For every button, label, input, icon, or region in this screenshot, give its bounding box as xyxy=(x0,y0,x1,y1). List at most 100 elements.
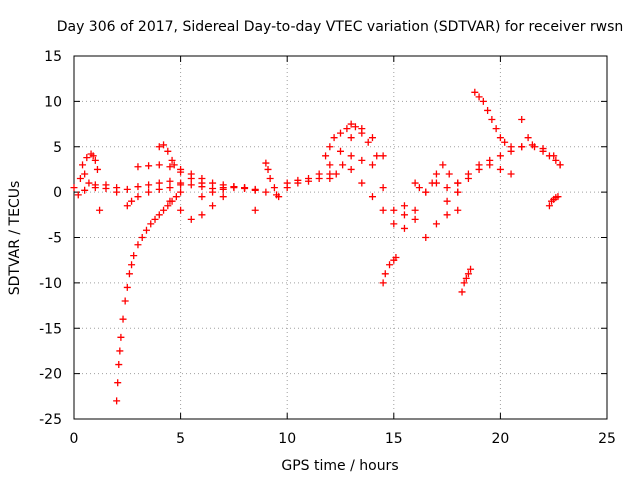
y-tick-label: 15 xyxy=(44,49,62,65)
data-point xyxy=(177,165,185,173)
data-point xyxy=(379,152,387,160)
data-point xyxy=(460,279,468,287)
x-axis-label: GPS time / hours xyxy=(281,458,398,474)
data-point xyxy=(347,134,355,142)
data-point xyxy=(347,165,355,173)
data-point xyxy=(134,163,142,171)
data-point xyxy=(147,220,155,228)
data-point xyxy=(443,184,451,192)
series-arc-l xyxy=(262,159,283,201)
data-point xyxy=(347,120,355,128)
data-point xyxy=(164,147,172,155)
data-point xyxy=(343,125,351,133)
data-point xyxy=(501,138,509,146)
y-tick-label: -10 xyxy=(39,276,62,292)
data-point xyxy=(556,161,564,169)
data-point xyxy=(155,211,163,219)
data-point xyxy=(454,206,462,214)
data-point xyxy=(484,106,492,114)
series-arc-n xyxy=(283,125,387,187)
data-point xyxy=(496,134,504,142)
data-point xyxy=(379,206,387,214)
data-point xyxy=(454,188,462,196)
data-point xyxy=(400,202,408,210)
data-point xyxy=(209,202,217,210)
data-point xyxy=(392,253,400,261)
data-point xyxy=(209,188,217,196)
data-point xyxy=(337,147,344,155)
data-point xyxy=(471,88,479,96)
data-point xyxy=(74,191,82,199)
data-point xyxy=(91,156,99,164)
data-point xyxy=(386,261,394,269)
data-point xyxy=(443,211,451,219)
data-point xyxy=(93,165,101,173)
data-point xyxy=(439,161,447,169)
series-arc-u xyxy=(411,161,462,196)
data-point xyxy=(400,211,408,219)
data-point xyxy=(524,134,532,142)
data-point xyxy=(351,123,359,131)
data-point xyxy=(70,184,78,192)
series-arc-b xyxy=(79,150,101,173)
data-point xyxy=(198,211,206,219)
data-point xyxy=(373,152,381,160)
data-point xyxy=(492,125,500,133)
data-point xyxy=(151,215,159,223)
data-point xyxy=(462,274,470,282)
data-point xyxy=(262,188,270,196)
data-point xyxy=(119,315,127,323)
series-arc-d xyxy=(96,206,104,214)
data-point xyxy=(326,175,334,183)
data-point xyxy=(275,193,283,201)
data-point xyxy=(172,193,180,201)
y-tick-label: -5 xyxy=(48,231,62,247)
data-point xyxy=(160,206,168,214)
x-tick-label: 15 xyxy=(385,431,403,447)
data-point xyxy=(117,333,125,341)
y-tick-label: 10 xyxy=(44,94,62,110)
data-point xyxy=(251,206,259,214)
series-arc-x xyxy=(454,141,564,187)
data-point xyxy=(539,147,547,155)
data-point xyxy=(475,161,483,169)
series-arc-c xyxy=(74,181,121,199)
axis-ticks xyxy=(73,55,608,420)
data-point xyxy=(177,188,185,196)
data-point xyxy=(262,159,270,167)
data-point xyxy=(415,184,423,192)
data-point xyxy=(166,163,174,171)
data-point xyxy=(123,185,131,193)
series-arc-o xyxy=(322,120,381,160)
data-point xyxy=(531,143,539,151)
data-point xyxy=(390,220,398,228)
data-point xyxy=(432,220,440,228)
data-point xyxy=(390,206,398,214)
data-point xyxy=(130,252,138,260)
data-point xyxy=(294,176,302,184)
data-point xyxy=(116,347,124,355)
data-point xyxy=(166,184,174,192)
data-point xyxy=(422,188,430,196)
x-tick-label: 25 xyxy=(598,431,616,447)
data-point xyxy=(270,184,278,192)
data-point xyxy=(479,97,487,105)
chart-title: Day 306 of 2017, Sidereal Day-to-day VTE… xyxy=(57,19,624,35)
y-tick-labels: -25 -20 -15 -10 -5 0 5 10 15 xyxy=(39,49,62,428)
series-arc-t xyxy=(400,202,462,241)
data-point xyxy=(155,179,163,187)
data-point xyxy=(83,154,91,162)
data-point xyxy=(411,215,419,223)
data-point xyxy=(358,156,366,164)
y-tick-label: 0 xyxy=(53,185,62,201)
data-point xyxy=(368,134,376,142)
data-point xyxy=(305,175,313,183)
series-arc-m xyxy=(251,206,259,214)
data-point xyxy=(85,179,93,187)
series-arc-z xyxy=(518,116,564,169)
plot-frame xyxy=(73,55,608,420)
data-marks xyxy=(70,88,564,405)
data-point xyxy=(264,165,272,173)
data-point xyxy=(379,279,387,287)
data-point xyxy=(187,215,195,223)
